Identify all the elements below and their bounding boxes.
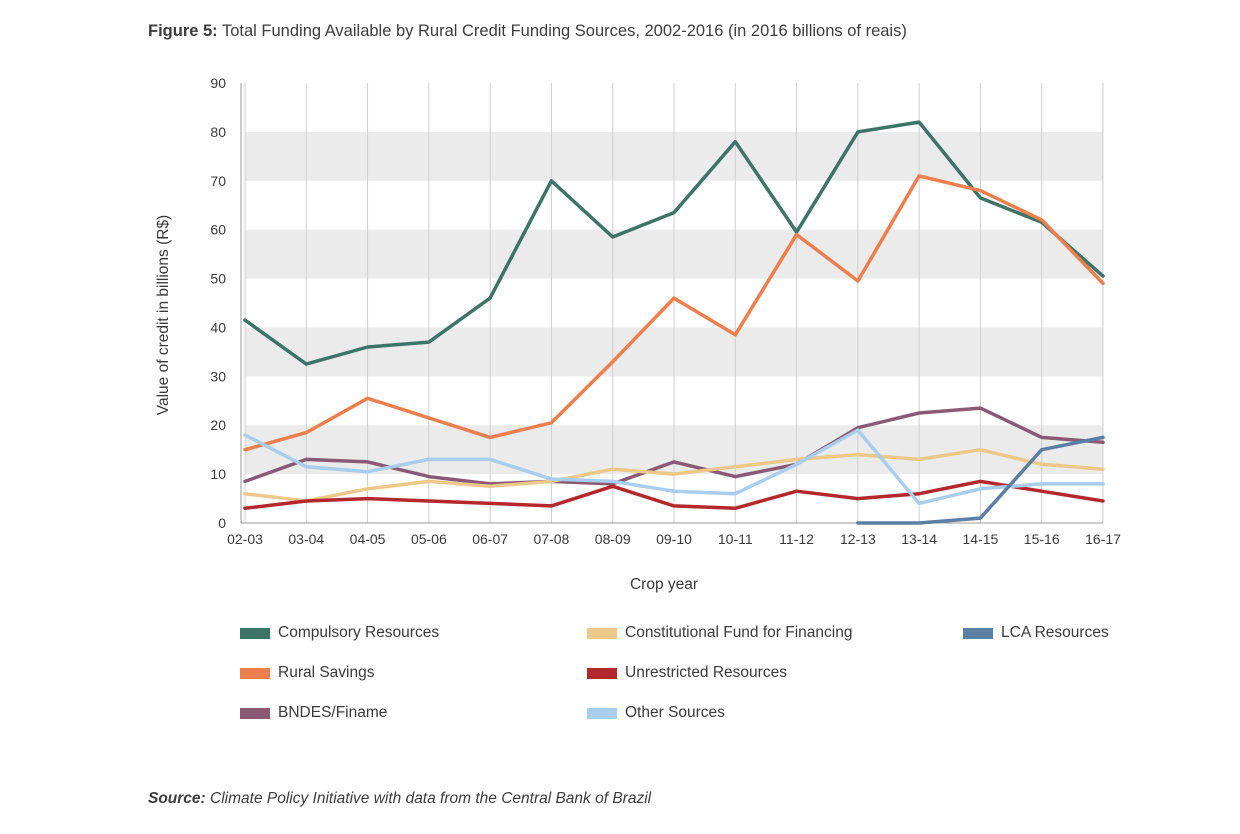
y-tick-label: 10 [210, 466, 226, 482]
x-tick-label: 15-16 [1024, 531, 1060, 547]
y-tick-label: 0 [218, 515, 226, 531]
series-line-lca-resources [856, 435, 1105, 525]
x-tick-label: 16-17 [1085, 531, 1121, 547]
y-tick-label: 70 [210, 173, 226, 189]
x-tick-label: 12-13 [840, 531, 876, 547]
x-tick-label: 08-09 [595, 531, 631, 547]
y-axis-title: Value of credit in billions (R$) [155, 215, 172, 415]
y-tick-label: 80 [210, 124, 226, 140]
x-tick-label: 07-08 [534, 531, 570, 547]
x-tick-label: 11-12 [779, 531, 814, 547]
x-tick-label: 06-07 [472, 531, 508, 547]
series-line-other-sources [243, 428, 1105, 506]
series-line-compulsory-resources [243, 120, 1105, 366]
x-tick-label: 10-11 [718, 531, 753, 547]
figure-label: Figure 5: [148, 22, 218, 40]
y-tick-label: 30 [210, 368, 226, 384]
x-tick-label: 09-10 [656, 531, 692, 547]
source-label: Source: [148, 790, 206, 807]
series-line-unrestricted-resources [243, 479, 1105, 511]
figure-title: Figure 5: Total Funding Available by Rur… [148, 22, 907, 41]
y-tick-label: 20 [210, 417, 226, 433]
series-line-rural-savings [243, 174, 1105, 452]
y-tick-label: 60 [210, 222, 226, 238]
x-axis-title: Crop year [630, 576, 698, 593]
x-tick-label: 03-04 [288, 531, 324, 547]
y-tick-label: 40 [210, 319, 226, 335]
x-tick-label: 04-05 [350, 531, 386, 547]
x-tick-label: 05-06 [411, 531, 447, 547]
x-tick-label: 14-15 [963, 531, 999, 547]
source-note: Source: Climate Policy Initiative with d… [148, 790, 651, 808]
x-tick-label: 13-14 [901, 531, 937, 547]
y-tick-label: 50 [210, 271, 226, 287]
y-tick-label: 90 [210, 75, 226, 91]
figure-title-text: Total Funding Available by Rural Credit … [221, 22, 907, 40]
source-text: Climate Policy Initiative with data from… [210, 790, 652, 807]
series-line-constitutional-fund-for-financing [243, 447, 1105, 503]
x-tick-label: 02-03 [227, 531, 263, 547]
